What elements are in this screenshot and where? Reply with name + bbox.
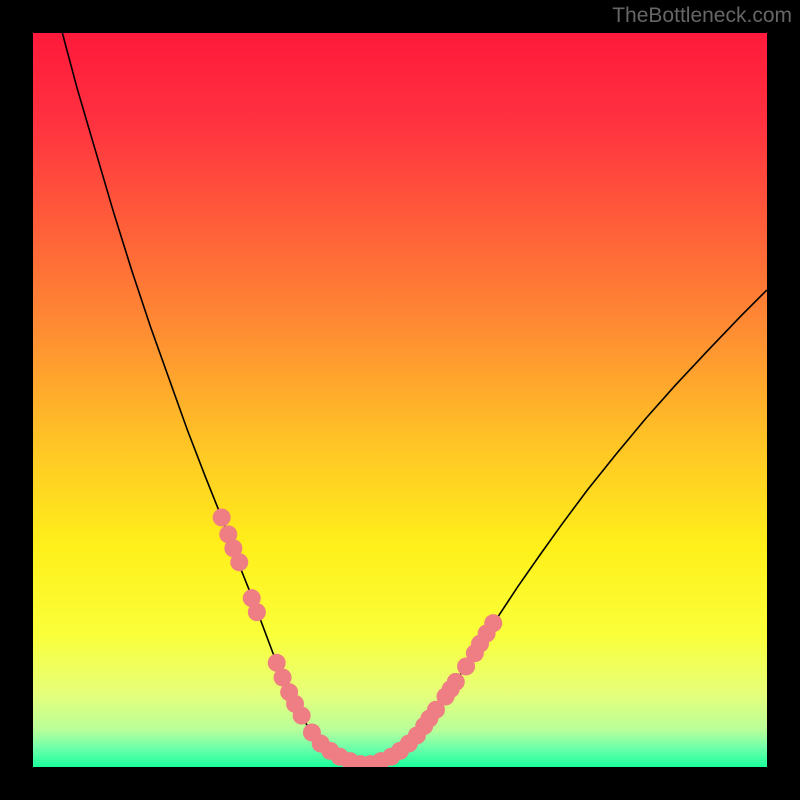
curve-dot [293, 707, 311, 725]
watermark: TheBottleneck.com [612, 4, 792, 28]
curve-dot [484, 614, 502, 632]
dots-left-cluster [213, 508, 311, 724]
curve-overlay [33, 33, 767, 767]
dots-right-cluster [400, 614, 502, 752]
curve-dot [447, 673, 465, 691]
curve-dot [213, 508, 231, 526]
plot-area [33, 33, 767, 767]
bottleneck-curve [62, 33, 767, 764]
dots-valley-cluster [303, 724, 409, 767]
curve-dot [230, 553, 248, 571]
curve-dot [248, 603, 266, 621]
